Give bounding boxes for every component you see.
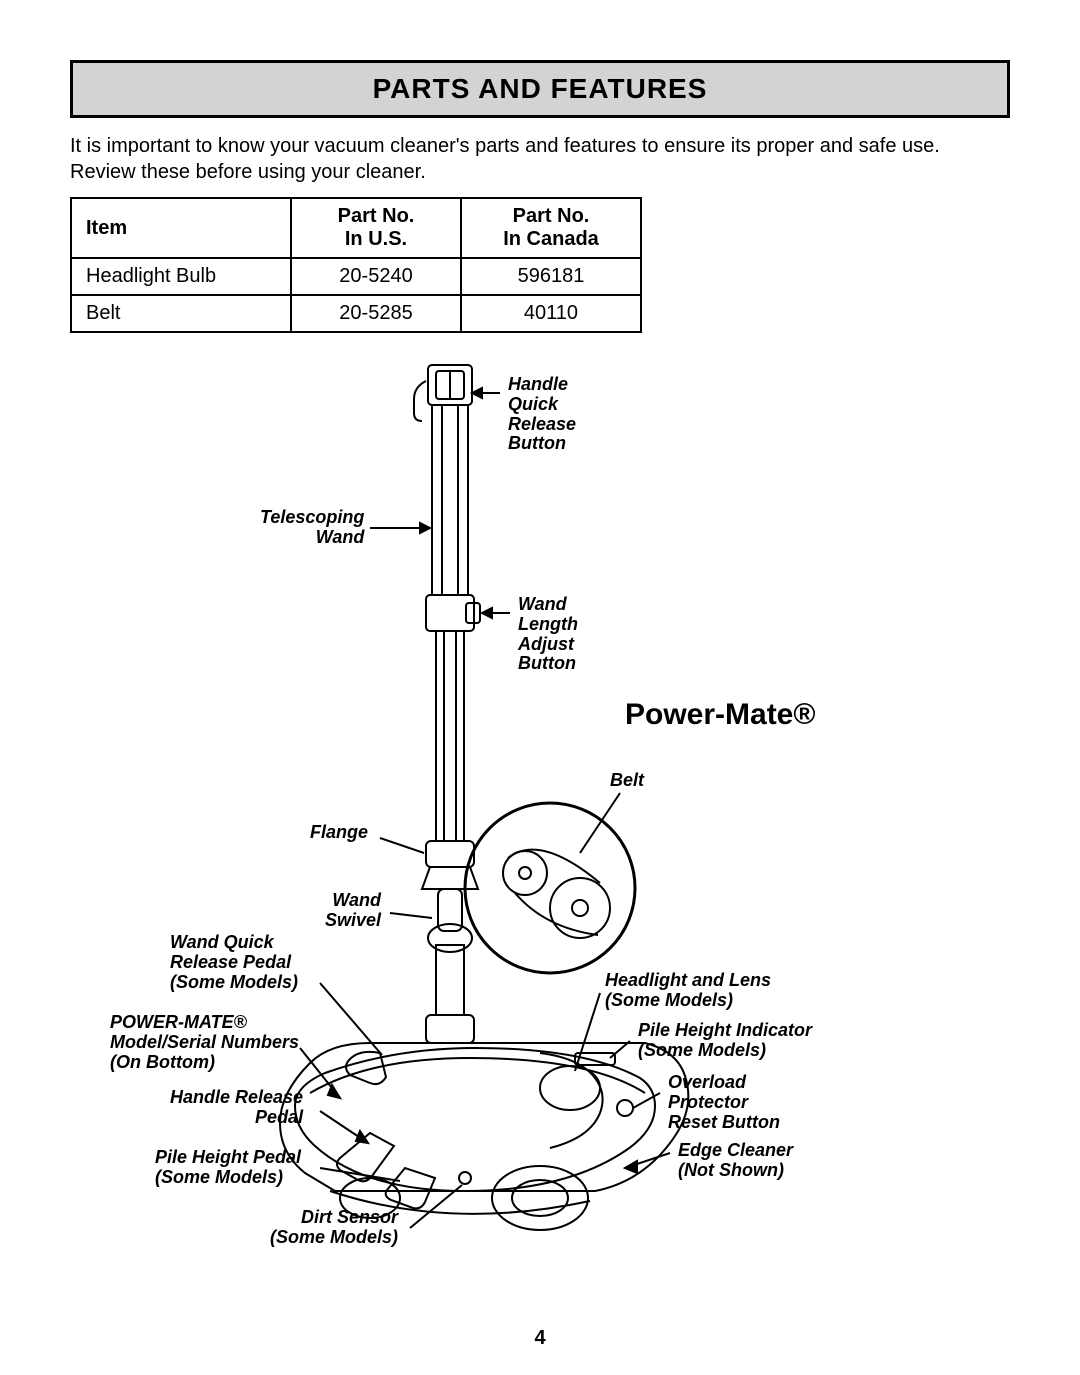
cell-us: 20-5285: [291, 295, 461, 332]
col-item: Item: [71, 198, 291, 258]
label-wand-swivel: Wand Swivel: [325, 891, 381, 931]
cell-ca: 40110: [461, 295, 641, 332]
label-telescoping-wand: Telescoping Wand: [260, 508, 364, 548]
product-title: Power-Mate®: [625, 698, 815, 732]
cell-item: Headlight Bulb: [71, 258, 291, 295]
col-us: Part No. In U.S.: [291, 198, 461, 258]
cell-ca: 596181: [461, 258, 641, 295]
label-dirt-sensor: Dirt Sensor (Some Models): [270, 1208, 398, 1248]
label-pile-height-pedal: Pile Height Pedal (Some Models): [155, 1148, 301, 1188]
label-pile-height-indicator: Pile Height Indicator (Some Models): [638, 1021, 812, 1061]
label-edge-cleaner: Edge Cleaner (Not Shown): [678, 1141, 793, 1181]
cell-item: Belt: [71, 295, 291, 332]
label-wand-length-adjust: Wand Length Adjust Button: [518, 595, 578, 674]
label-belt: Belt: [610, 771, 644, 791]
vacuum-illustration: [70, 353, 1010, 1283]
label-handle-quick-release: Handle Quick Release Button: [508, 375, 576, 454]
label-overload-protector: Overload Protector Reset Button: [668, 1073, 780, 1132]
parts-table: Item Part No. In U.S. Part No. In Canada…: [70, 197, 642, 333]
label-headlight-lens: Headlight and Lens (Some Models): [605, 971, 771, 1011]
page-number: 4: [0, 1327, 1080, 1350]
section-heading: PARTS AND FEATURES: [70, 60, 1010, 118]
label-powermate-serial: POWER-MATE® Model/Serial Numbers (On Bot…: [110, 1013, 299, 1072]
label-wand-quick-release-pedal: Wand Quick Release Pedal (Some Models): [170, 933, 298, 992]
diagram: Handle Quick Release Button Telescoping …: [70, 353, 1010, 1283]
table-row: Headlight Bulb 20-5240 596181: [71, 258, 641, 295]
label-flange: Flange: [310, 823, 368, 843]
label-handle-release-pedal: Handle Release Pedal: [170, 1088, 303, 1128]
cell-us: 20-5240: [291, 258, 461, 295]
col-ca: Part No. In Canada: [461, 198, 641, 258]
intro-text: It is important to know your vacuum clea…: [70, 133, 1010, 185]
table-row: Belt 20-5285 40110: [71, 295, 641, 332]
